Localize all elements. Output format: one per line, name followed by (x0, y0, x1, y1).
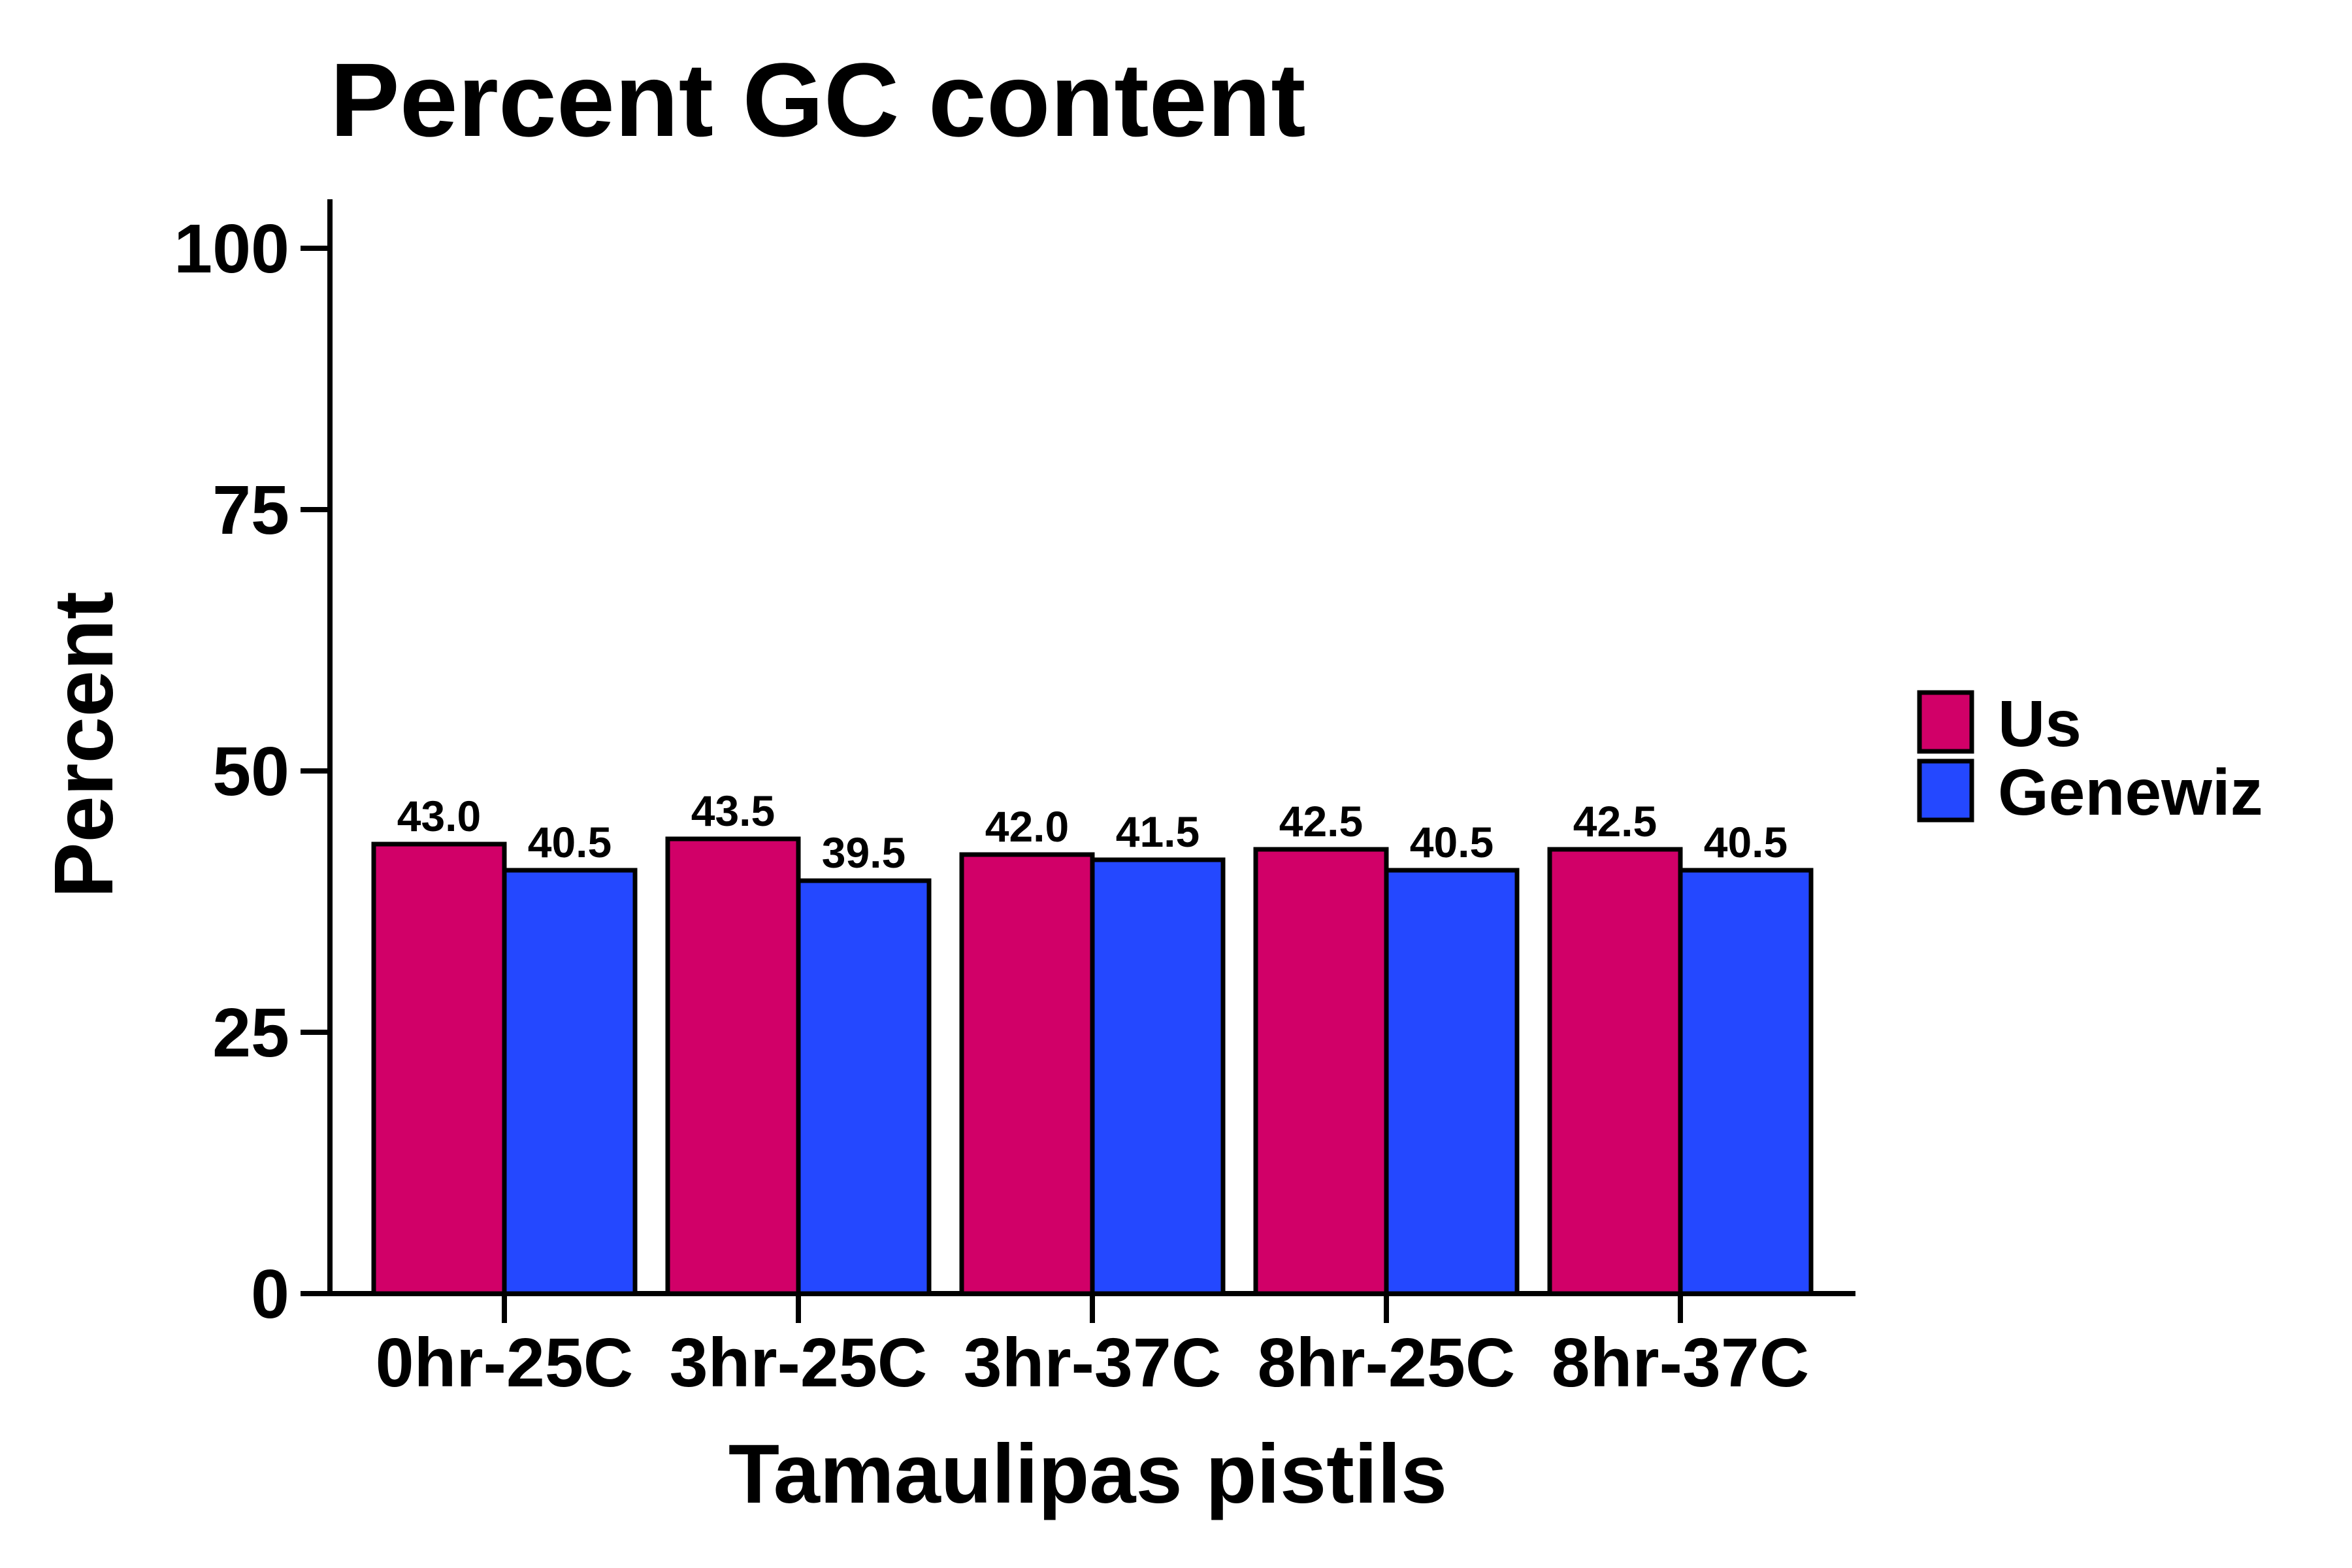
bars-group (371, 836, 1814, 1296)
data-label: 43.5 (691, 787, 775, 835)
x-tick-label: 3hr-37C (964, 1324, 1222, 1401)
y-tick-label: 75 (212, 472, 289, 549)
bar-genewiz-3hr-37c (1090, 857, 1226, 1296)
data-label: 41.5 (1116, 808, 1200, 856)
chart-title: Percent GC content (330, 41, 1306, 158)
bar-us-3hr-25c (665, 836, 801, 1296)
legend-swatch-genewiz (1917, 759, 1974, 823)
bar-us-3hr-37c (959, 852, 1095, 1296)
data-label: 40.5 (528, 818, 612, 866)
x-tick-label: 8hr-37C (1552, 1324, 1810, 1401)
legend-label: Genewiz (1998, 756, 2263, 829)
y-axis-label: Percent (37, 591, 131, 898)
x-tick-label: 0hr-25C (376, 1324, 634, 1401)
bar-us-0hr-25c (371, 841, 507, 1296)
data-label: 42.5 (1279, 797, 1363, 845)
data-label: 40.5 (1704, 818, 1788, 866)
y-tick-label: 0 (251, 1256, 289, 1333)
data-labels-group: 43.0 40.5 43.5 39.5 42.0 41.5 42.5 40.5 42.5 40.5 (397, 787, 1788, 877)
bar-genewiz-8hr-37c (1678, 868, 1814, 1296)
data-label: 42.0 (985, 802, 1069, 851)
legend-swatch-us (1917, 690, 1974, 754)
bar-genewiz-0hr-25c (502, 868, 638, 1296)
data-label: 42.5 (1573, 797, 1657, 845)
data-label: 43.0 (397, 792, 481, 840)
y-tick-label: 100 (174, 210, 289, 287)
data-label: 39.5 (822, 828, 906, 877)
y-tick-label: 25 (212, 994, 289, 1071)
x-tick-label: 3hr-25C (670, 1324, 928, 1401)
x-tick-label: 8hr-25C (1258, 1324, 1516, 1401)
data-label: 40.5 (1410, 818, 1494, 866)
x-axis: 0hr-25C 3hr-25C 3hr-37C 8hr-25C 8hr-37C (327, 1291, 1855, 1401)
bar-us-8hr-25c (1253, 847, 1389, 1296)
legend-label: Us (1998, 687, 2082, 760)
x-axis-label: Tamaulipas pistils (728, 1428, 1447, 1521)
bar-genewiz-3hr-25c (796, 878, 932, 1296)
y-axis: 0 25 50 75 100 (174, 199, 333, 1333)
y-tick-label: 50 (212, 733, 289, 810)
bar-genewiz-8hr-25c (1384, 868, 1520, 1296)
bar-us-8hr-37c (1547, 847, 1683, 1296)
